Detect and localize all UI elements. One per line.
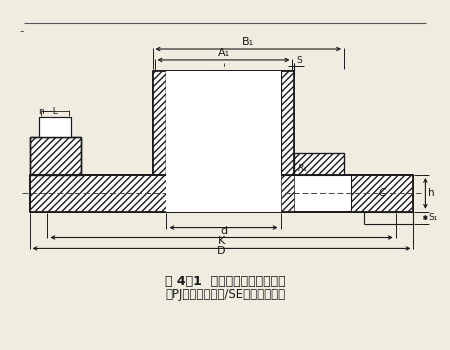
Text: S: S	[297, 56, 302, 65]
Bar	[294, 153, 344, 175]
Text: S₁: S₁	[428, 213, 438, 222]
Text: h: h	[428, 188, 435, 198]
Text: （PJ（板式松套）/SE（对焊环））: （PJ（板式松套）/SE（对焊环））	[165, 288, 285, 301]
Bar	[280, 175, 294, 212]
Text: D: D	[217, 246, 226, 257]
Text: -: -	[20, 25, 24, 38]
Bar	[153, 71, 166, 175]
Bar	[166, 71, 280, 212]
Bar	[30, 137, 81, 175]
Bar	[153, 71, 294, 175]
Text: A₁: A₁	[217, 48, 230, 58]
Bar	[280, 71, 294, 175]
Text: d: d	[220, 226, 227, 236]
Text: K: K	[218, 236, 225, 245]
Bar	[40, 118, 71, 137]
Text: 图 4－1  对焊环松套钢制管法兰: 图 4－1 对焊环松套钢制管法兰	[165, 275, 285, 288]
Bar	[30, 175, 166, 212]
Bar	[30, 175, 414, 212]
Text: C: C	[378, 188, 386, 198]
Text: B₁: B₁	[242, 37, 254, 47]
Text: R₁: R₁	[297, 164, 307, 173]
Bar	[351, 175, 414, 212]
Text: n—L: n—L	[39, 107, 58, 117]
Text: EX45°: EX45°	[170, 183, 195, 192]
